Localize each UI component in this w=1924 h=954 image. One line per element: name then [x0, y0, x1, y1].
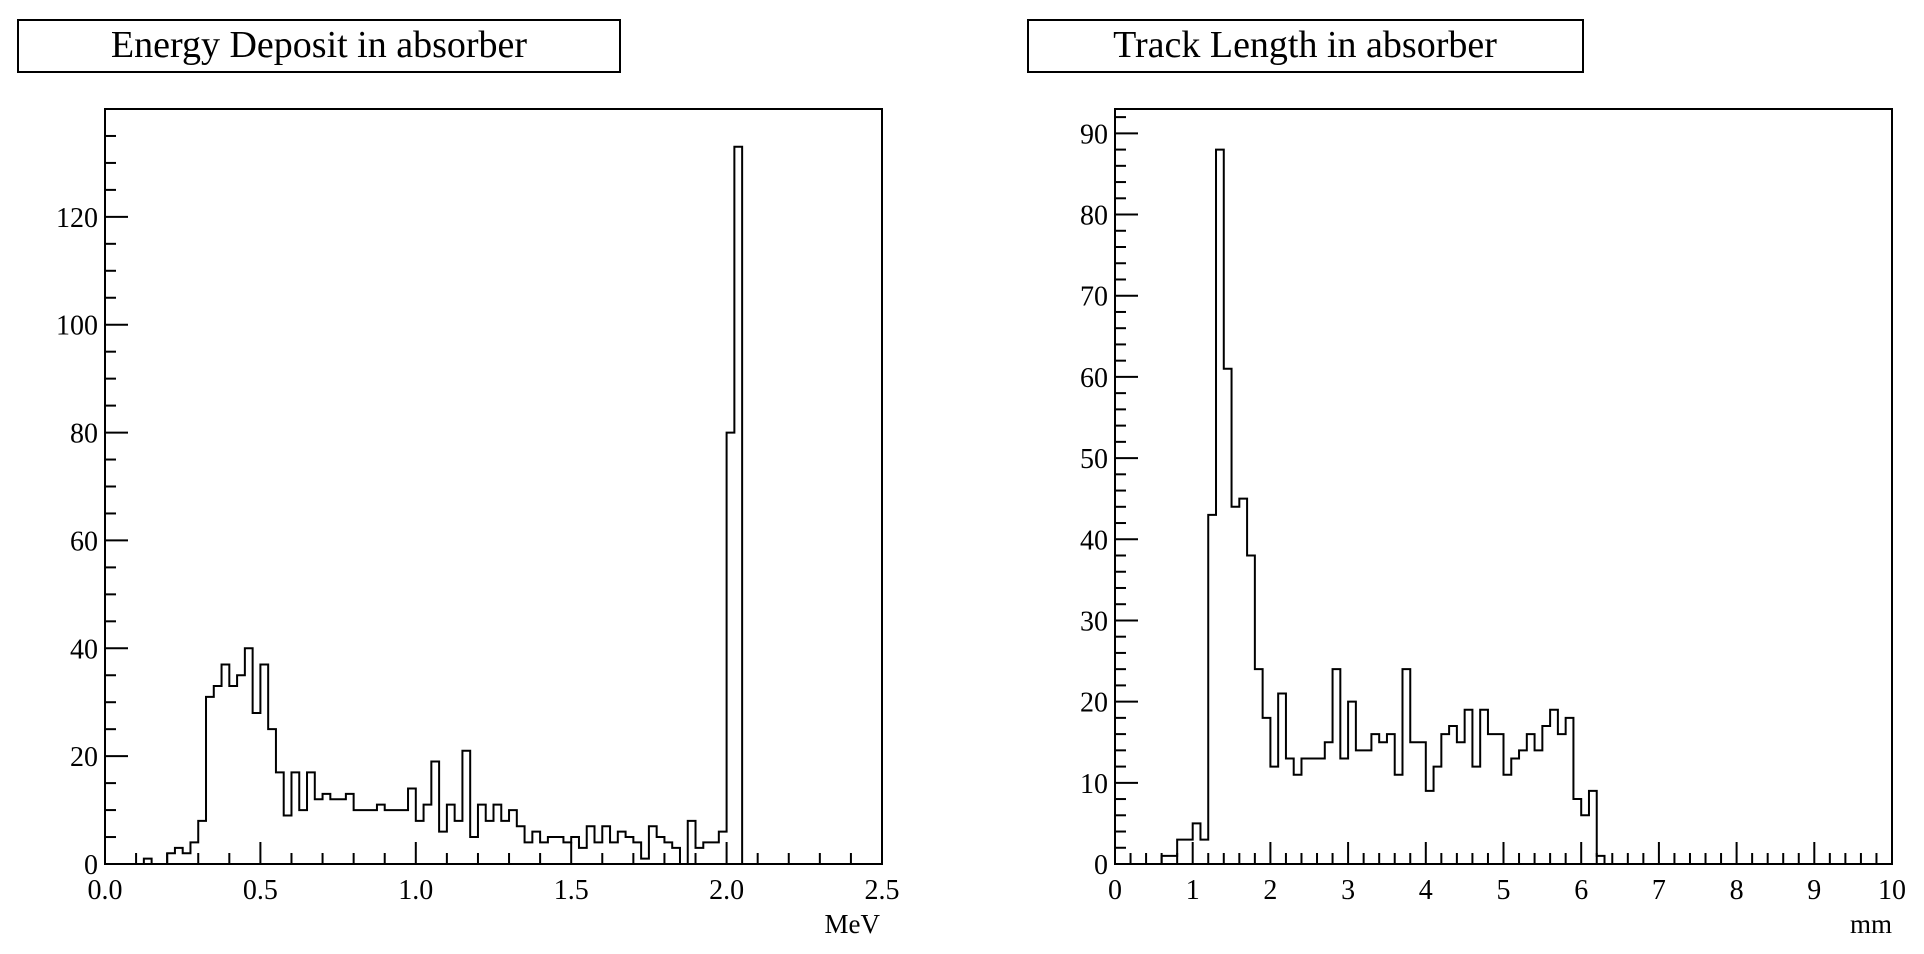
track-x-tick-label: 1 [1186, 875, 1200, 906]
track-x-tick-label: 10 [1878, 875, 1906, 906]
energy-y-tick-label: 100 [56, 311, 98, 342]
energy-y-tick-label: 40 [70, 634, 98, 665]
track-y-tick-label: 30 [1080, 606, 1108, 637]
energy-y-tick-label: 20 [70, 742, 98, 773]
track-x-tick-label: 0 [1108, 875, 1122, 906]
energy-x-tick-label: 2.0 [709, 875, 744, 906]
track-x-tick-label: 3 [1341, 875, 1355, 906]
track-y-tick-label: 40 [1080, 525, 1108, 556]
track-y-tick-label: 0 [1094, 850, 1108, 881]
track-title: Track Length in absorber [1113, 24, 1497, 66]
track-y-tick-label: 60 [1080, 363, 1108, 394]
track-y-tick-label: 20 [1080, 688, 1108, 719]
track-histogram-line [1115, 148, 1892, 865]
energy-axes: 0.0 0.5 1.0 1.5 2.0 2.5 0 20 40 60 80 100 120 [56, 134, 900, 906]
energy-title: Energy Deposit in absorber [111, 24, 527, 66]
track-y-tick-label: 10 [1080, 769, 1108, 800]
energy-title-box [17, 19, 621, 73]
track-x-tick-label: 7 [1652, 875, 1666, 906]
track-x-tick-label: 9 [1807, 875, 1821, 906]
track-x-tick-label: 2 [1263, 875, 1277, 906]
energy-y-tick-label: 120 [56, 203, 98, 234]
track-x-tick-label: 4 [1419, 875, 1433, 906]
track-y-tick-label: 50 [1080, 444, 1108, 475]
track-length-panel: Track Length in absorber 0 1 2 3 4 5 6 7 8 9 10 0 10… [1027, 19, 1906, 939]
energy-x-tick-label: 2.5 [865, 875, 900, 906]
energy-x-tick-label: 1.5 [554, 875, 589, 906]
track-x-tick-label: 8 [1730, 875, 1744, 906]
track-y-tick-label: 80 [1080, 201, 1108, 232]
energy-y-tick-label: 60 [70, 526, 98, 557]
track-x-tick-label: 6 [1574, 875, 1588, 906]
track-y-tick-label: 90 [1080, 119, 1108, 150]
energy-x-tick-label: 0.0 [88, 875, 123, 906]
energy-histogram-line [105, 145, 882, 865]
energy-y-tick-label: 80 [70, 419, 98, 450]
track-x-axis-unit: mm [1850, 909, 1892, 939]
energy-x-tick-label: 1.0 [398, 875, 433, 906]
energy-x-tick-label: 0.5 [243, 875, 278, 906]
energy-plot-frame [104, 108, 883, 865]
track-y-tick-label: 70 [1080, 282, 1108, 313]
track-title-box [1027, 19, 1584, 73]
track-x-tick-label: 5 [1497, 875, 1511, 906]
energy-deposit-panel: Energy Deposit in absorber 0.0 0.5 1.0 1.5 2… [17, 19, 900, 939]
energy-y-tick-label: 0 [84, 850, 98, 881]
energy-x-axis-unit: MeV [825, 909, 881, 939]
track-axes: 0 1 2 3 4 5 6 7 8 9 10 0 10 20 30 40 50 60 70 80 90 [1080, 116, 1906, 906]
